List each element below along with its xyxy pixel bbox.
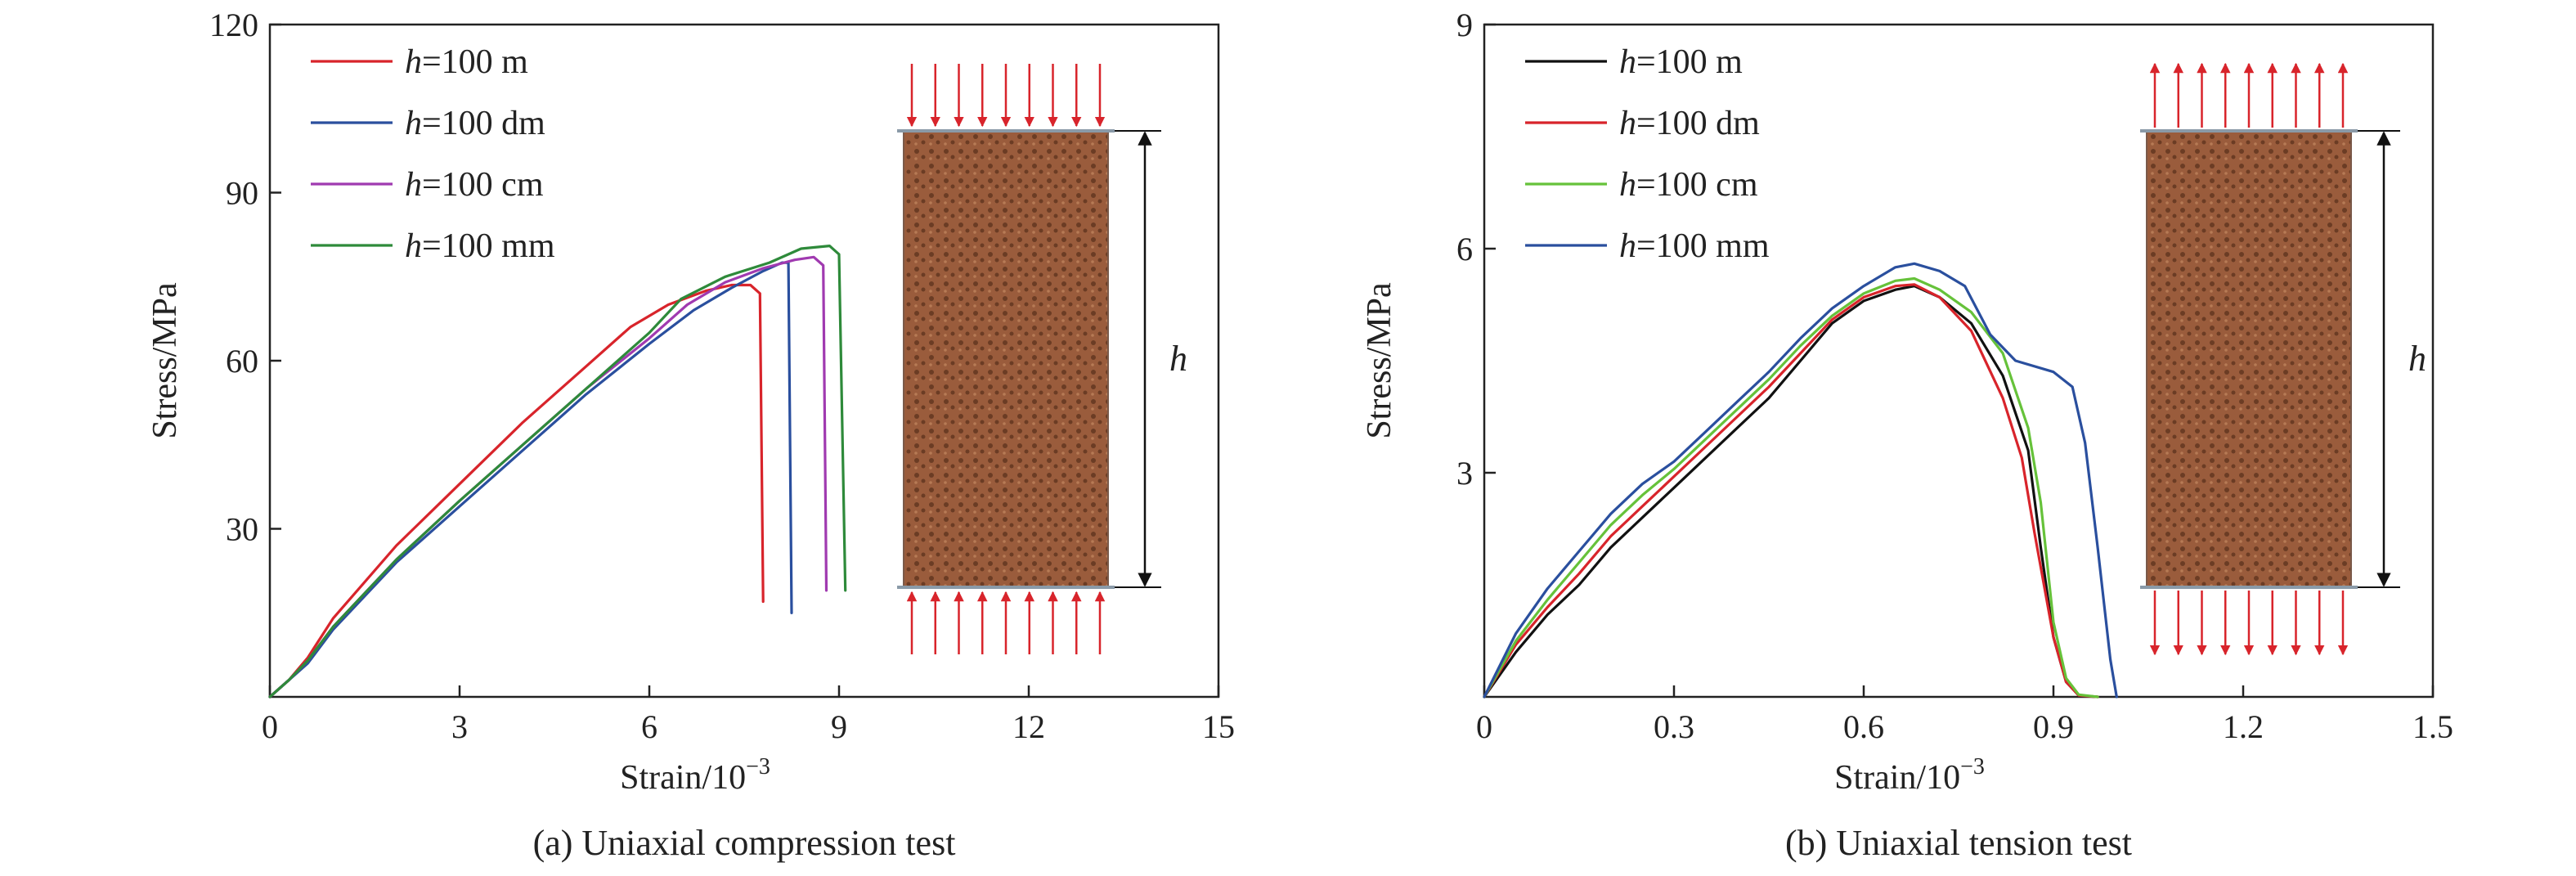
legend-entry-italic: h bbox=[405, 227, 422, 265]
legend-entry: h=100 cm bbox=[405, 166, 544, 204]
legend-entry-text: =100 cm bbox=[422, 166, 544, 204]
series-line-0 bbox=[268, 283, 765, 699]
legend-entry: h=100 m bbox=[1619, 43, 1743, 81]
x-tick-label: 9 bbox=[831, 708, 847, 745]
legend-entry: h=100 mm bbox=[1619, 227, 1770, 265]
x-tick-label: 0.3 bbox=[1654, 708, 1694, 745]
panel-caption: (a) Uniaxial compression test bbox=[533, 823, 956, 863]
legend-entry-italic: h bbox=[1619, 166, 1636, 204]
legend-entry: h=100 dm bbox=[1619, 105, 1760, 142]
panel-compression: 0 3 6 9 12 15 30 60 90 120 Strain/10−3 Stress/MPa (a… bbox=[146, 7, 1235, 863]
y-tick-label: 120 bbox=[209, 7, 258, 43]
legend-entry-text: =100 m bbox=[1636, 43, 1743, 81]
series-line-3 bbox=[268, 245, 847, 699]
series-line-1 bbox=[268, 261, 793, 699]
x-axis-label-exponent: −3 bbox=[746, 754, 770, 779]
x-axis-label-main: Strain/10 bbox=[1834, 759, 1960, 797]
x-tick-label: 0.6 bbox=[1843, 708, 1884, 745]
y-tick-label: 60 bbox=[226, 343, 258, 380]
x-tick-label: 15 bbox=[1202, 708, 1235, 745]
x-tick-label: 0 bbox=[262, 708, 278, 745]
panel-tension: 0 0.3 0.6 0.9 1.2 1.5 3 6 9 Strain/10−3 Stress/MPa… bbox=[1361, 7, 2453, 863]
x-tick-label: 3 bbox=[451, 708, 468, 745]
legend-entry-text: =100 cm bbox=[1636, 166, 1758, 204]
x-axis-label: Strain/10−3 bbox=[1834, 754, 1985, 797]
legend-entry-italic: h bbox=[405, 43, 422, 81]
x-tick-label: 0 bbox=[1476, 708, 1492, 745]
x-tick-label: 1.5 bbox=[2412, 708, 2453, 745]
panel-caption: (b) Uniaxial tension test bbox=[1785, 823, 2132, 863]
y-tick-label: 6 bbox=[1456, 231, 1473, 267]
series-line-3 bbox=[1483, 262, 2118, 699]
legend-entry-text: =100 dm bbox=[422, 105, 545, 142]
x-tick-label: 1.2 bbox=[2223, 708, 2264, 745]
legend-entry-text: =100 mm bbox=[1636, 227, 1770, 265]
x-axis-label-exponent: −3 bbox=[1960, 754, 1985, 779]
legend-entry-italic: h bbox=[1619, 105, 1636, 142]
plot-frame bbox=[1483, 23, 2435, 699]
y-tick-label: 90 bbox=[226, 175, 258, 212]
legend-entry-italic: h bbox=[1619, 227, 1636, 265]
y-axis-label: Stress/MPa bbox=[1361, 282, 1398, 439]
legend-entry-italic: h bbox=[1619, 43, 1636, 81]
specimen-block bbox=[2146, 130, 2352, 588]
series-line-2 bbox=[1483, 276, 2099, 699]
specimen-height-label: h bbox=[1169, 339, 1187, 379]
x-axis-label: Strain/10−3 bbox=[620, 754, 770, 797]
y-tick-label: 9 bbox=[1456, 7, 1473, 43]
specimen-height-label: h bbox=[2408, 339, 2426, 379]
legend-entry: h=100 mm bbox=[405, 227, 555, 265]
specimen-block bbox=[903, 130, 1109, 588]
legend-entry-italic: h bbox=[405, 166, 422, 204]
x-tick-label: 12 bbox=[1012, 708, 1045, 745]
legend-entry: h=100 m bbox=[405, 43, 528, 81]
series-line-1 bbox=[1483, 283, 2099, 699]
legend-entry: h=100 dm bbox=[405, 105, 545, 142]
series-line-2 bbox=[268, 255, 828, 699]
series-line-0 bbox=[1483, 285, 2099, 699]
legend-entry: h=100 cm bbox=[1619, 166, 1758, 204]
y-tick-label: 30 bbox=[226, 511, 258, 548]
x-axis-label-main: Strain/10 bbox=[620, 759, 746, 797]
legend-entry-text: =100 dm bbox=[1636, 105, 1760, 142]
legend-entry-italic: h bbox=[405, 105, 422, 142]
y-axis-label: Stress/MPa bbox=[146, 282, 184, 439]
y-tick-label: 3 bbox=[1456, 455, 1473, 492]
x-tick-label: 6 bbox=[641, 708, 657, 745]
x-tick-label: 0.9 bbox=[2033, 708, 2074, 745]
legend-entry-text: =100 mm bbox=[422, 227, 555, 265]
legend-entry-text: =100 m bbox=[422, 43, 528, 81]
